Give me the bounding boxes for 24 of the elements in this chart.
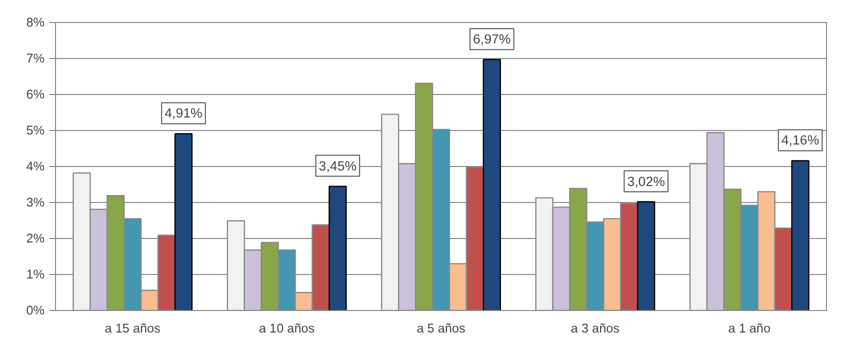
bar [637, 201, 656, 310]
data-label: 3,45% [318, 158, 357, 174]
bar [482, 58, 501, 310]
y-tick-label: 6% [26, 88, 45, 102]
y-tick-label: 4% [26, 160, 45, 174]
x-tick-label: a 3 años [570, 322, 620, 336]
x-tick-label: a 15 años [104, 322, 160, 336]
bar [328, 186, 347, 310]
bar [791, 160, 810, 310]
data-label: 4,16% [781, 132, 820, 148]
data-label: 3,02% [627, 174, 666, 189]
y-tick-label: 5% [26, 124, 45, 138]
y-tick-label: 0% [26, 304, 45, 318]
data-label: 4,91% [164, 106, 203, 121]
x-tick-label: a 1 año [728, 322, 771, 336]
bar [174, 133, 193, 310]
x-tick-label: a 5 años [416, 322, 466, 336]
y-tick-label: 7% [26, 52, 45, 66]
data-label: 6,97% [472, 32, 511, 47]
x-tick-label: a 10 años [259, 322, 315, 336]
y-tick-label: 8% [26, 16, 45, 30]
y-tick-label: 1% [26, 268, 45, 282]
y-tick-label: 3% [26, 196, 45, 210]
y-tick-label: 2% [26, 232, 45, 246]
